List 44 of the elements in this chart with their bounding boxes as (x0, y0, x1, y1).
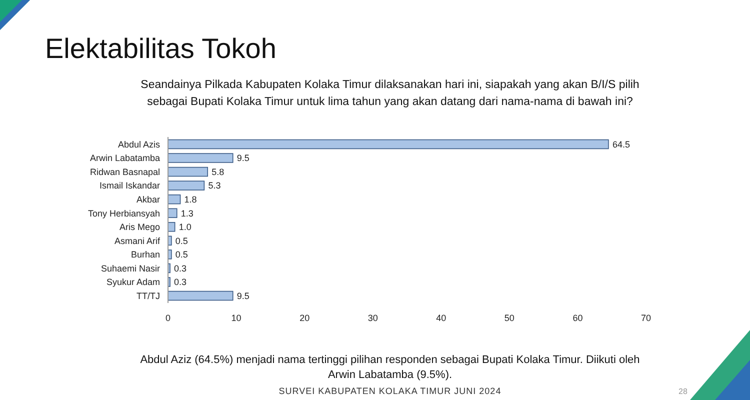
data-label: 1.0 (178, 222, 192, 232)
bar (168, 194, 181, 204)
bar (168, 139, 609, 150)
text: SURVEI KABUPATEN KOLAKA TIMUR JUNI 2024 (278, 386, 502, 396)
data-label: 5.8 (212, 166, 224, 177)
x-tick-label: 70 (640, 313, 652, 323)
x-tick-label: 50 (504, 313, 514, 323)
x-tick-label: 10 (231, 313, 242, 323)
y-tick-label: Suhaemi Nasir (100, 263, 160, 274)
y-tick-label: Abdul Azis (118, 139, 160, 150)
data-label: 64.5 (612, 139, 630, 150)
y-tick-label: Asmani Arif (114, 236, 160, 246)
text: Abdul Aziz (64.5%) menjadi nama tertinggi pilihan responden sebagai Bupati Kolaka Timur. Diikuti oleh Arwin Labatamba (9.5%). (140, 354, 640, 381)
x-tick-label: 20 (300, 313, 310, 323)
y-tick-label: Tony Herbiansyah (88, 208, 160, 218)
x-tick-label: 0 (165, 313, 171, 323)
data-label: 0.5 (175, 250, 188, 260)
chart-subtitle: Seandainya Pilkada Kabupaten Kolaka Timur dilaksanakan hari ini, siapakah yang akan B/I/S pilih sebagai Bupati Kolaka Timur untuk lima tahun yang akan datang dari nama-nama di bawah ini? (140, 79, 640, 108)
x-tick-label: 40 (436, 313, 446, 323)
bar (168, 166, 208, 177)
data-label: 5.3 (208, 180, 221, 191)
chart-title: Elektabilitas Tokoh (45, 33, 276, 64)
y-tick-label: Aris Mego (119, 222, 160, 232)
bar (168, 208, 178, 218)
y-tick-label: Arwin Labatamba (90, 153, 160, 164)
bar (168, 180, 205, 190)
x-tick-label: 30 (368, 313, 378, 323)
data-label: 9.5 (236, 153, 250, 164)
data-label: 1.8 (184, 194, 197, 204)
data-label: 0.3 (174, 277, 187, 288)
data-label: 0.3 (174, 263, 187, 274)
x-tick-label: 60 (572, 313, 583, 323)
data-label: 0.5 (175, 236, 188, 246)
y-tick-label: Akbar (136, 194, 160, 204)
data-label: 1.3 (180, 208, 194, 218)
y-tick-label: Ridwan Basnapal (90, 166, 160, 177)
y-tick-label: Ismail Iskandar (99, 180, 160, 191)
data-label: 9.5 (236, 290, 250, 301)
y-tick-label: TT/TJ (136, 290, 160, 301)
text: 28 (678, 387, 688, 396)
y-tick-label: Burhan (130, 250, 160, 260)
bar (168, 290, 234, 301)
y-tick-label: Syukur Adam (106, 277, 160, 288)
bar (168, 153, 234, 163)
